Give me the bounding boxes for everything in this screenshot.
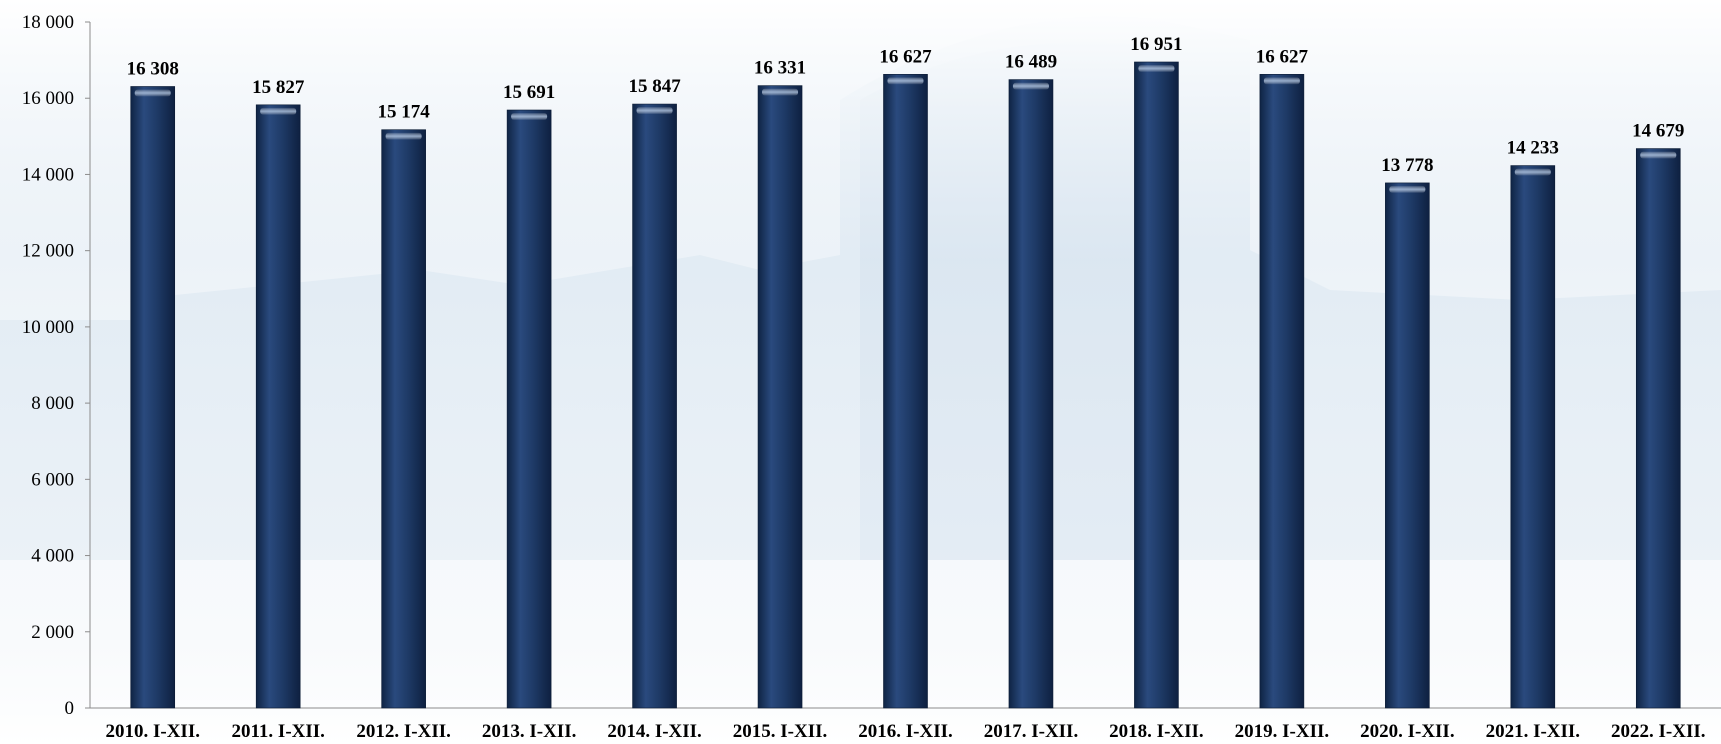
data-label: 16 951 bbox=[1130, 34, 1182, 55]
data-label: 16 489 bbox=[1005, 52, 1057, 73]
bar-top-highlight bbox=[1389, 185, 1426, 193]
x-tick-label: 2013. I-XII. bbox=[482, 721, 576, 742]
y-tick-label: 12 000 bbox=[22, 241, 74, 262]
bars bbox=[130, 61, 1681, 709]
bar bbox=[1385, 182, 1430, 709]
x-tick-label: 2022. I-XII. bbox=[1611, 721, 1705, 742]
data-label: 16 331 bbox=[754, 58, 806, 79]
bar bbox=[1510, 165, 1556, 709]
bar bbox=[506, 109, 552, 709]
x-tick-label: 2020. I-XII. bbox=[1360, 721, 1454, 742]
x-tick-label: 2010. I-XII. bbox=[105, 721, 199, 742]
data-labels: 16 308 15 827 15 174 15 691 15 847 16 331 16 6… bbox=[127, 34, 1685, 176]
bar bbox=[1635, 148, 1681, 709]
data-label: 16 627 bbox=[1256, 46, 1309, 67]
bar bbox=[1259, 74, 1305, 709]
bar bbox=[130, 86, 176, 709]
y-tick-label: 0 bbox=[65, 698, 75, 719]
y-tick-label: 16 000 bbox=[22, 88, 74, 109]
y-tick-label: 14 000 bbox=[22, 164, 74, 185]
x-tick-label: 2012. I-XII. bbox=[356, 721, 450, 742]
bar bbox=[883, 74, 928, 709]
bar-top-highlight bbox=[1263, 77, 1300, 85]
bar-top-highlight bbox=[385, 132, 422, 140]
x-tick-label: 2015. I-XII. bbox=[733, 721, 827, 742]
y-axis-ticks: 0 2 000 4 000 6 000 8 000 10 000 12 000 14 000 1… bbox=[22, 12, 90, 719]
bar-top-highlight bbox=[1640, 151, 1677, 159]
x-tick-label: 2018. I-XII. bbox=[1109, 721, 1203, 742]
y-tick-label: 6 000 bbox=[31, 469, 74, 490]
data-label: 16 308 bbox=[127, 58, 179, 79]
bar bbox=[757, 85, 803, 709]
bar-top-highlight bbox=[1514, 168, 1551, 176]
y-tick-label: 8 000 bbox=[31, 393, 74, 414]
data-label: 15 174 bbox=[378, 102, 431, 123]
y-tick-label: 10 000 bbox=[22, 317, 74, 338]
data-label: 13 778 bbox=[1381, 155, 1433, 176]
y-tick-label: 18 000 bbox=[22, 12, 74, 33]
data-label: 16 627 bbox=[879, 46, 932, 67]
bar bbox=[255, 104, 301, 709]
y-tick-label: 2 000 bbox=[31, 622, 74, 643]
bar-top-highlight bbox=[1138, 64, 1175, 72]
bar bbox=[1008, 79, 1054, 709]
data-label: 15 691 bbox=[503, 82, 555, 103]
bar bbox=[381, 129, 426, 709]
bar-top-highlight bbox=[260, 107, 297, 115]
data-label: 14 679 bbox=[1632, 121, 1684, 142]
data-label: 15 847 bbox=[628, 76, 681, 97]
x-tick-label: 2021. I-XII. bbox=[1486, 721, 1580, 742]
bar-top-highlight bbox=[1012, 82, 1049, 90]
bar bbox=[632, 103, 677, 709]
x-tick-label: 2019. I-XII. bbox=[1235, 721, 1329, 742]
x-axis-labels: 2010. I-XII. 2011. I-XII. 2012. I-XII. 2013… bbox=[105, 721, 1705, 742]
bar-top-highlight bbox=[134, 89, 171, 97]
x-tick-label: 2011. I-XII. bbox=[231, 721, 324, 742]
y-tick-label: 4 000 bbox=[31, 546, 74, 567]
x-tick-label: 2016. I-XII. bbox=[858, 721, 952, 742]
x-tick-label: 2017. I-XII. bbox=[984, 721, 1078, 742]
data-label: 15 827 bbox=[252, 77, 305, 98]
bar-top-highlight bbox=[887, 77, 924, 85]
bar-top-highlight bbox=[636, 107, 673, 115]
x-tick-label: 2014. I-XII. bbox=[607, 721, 701, 742]
bar-top-highlight bbox=[762, 88, 799, 96]
bar bbox=[1134, 61, 1179, 709]
bar-top-highlight bbox=[511, 112, 548, 120]
data-label: 14 233 bbox=[1507, 138, 1559, 159]
